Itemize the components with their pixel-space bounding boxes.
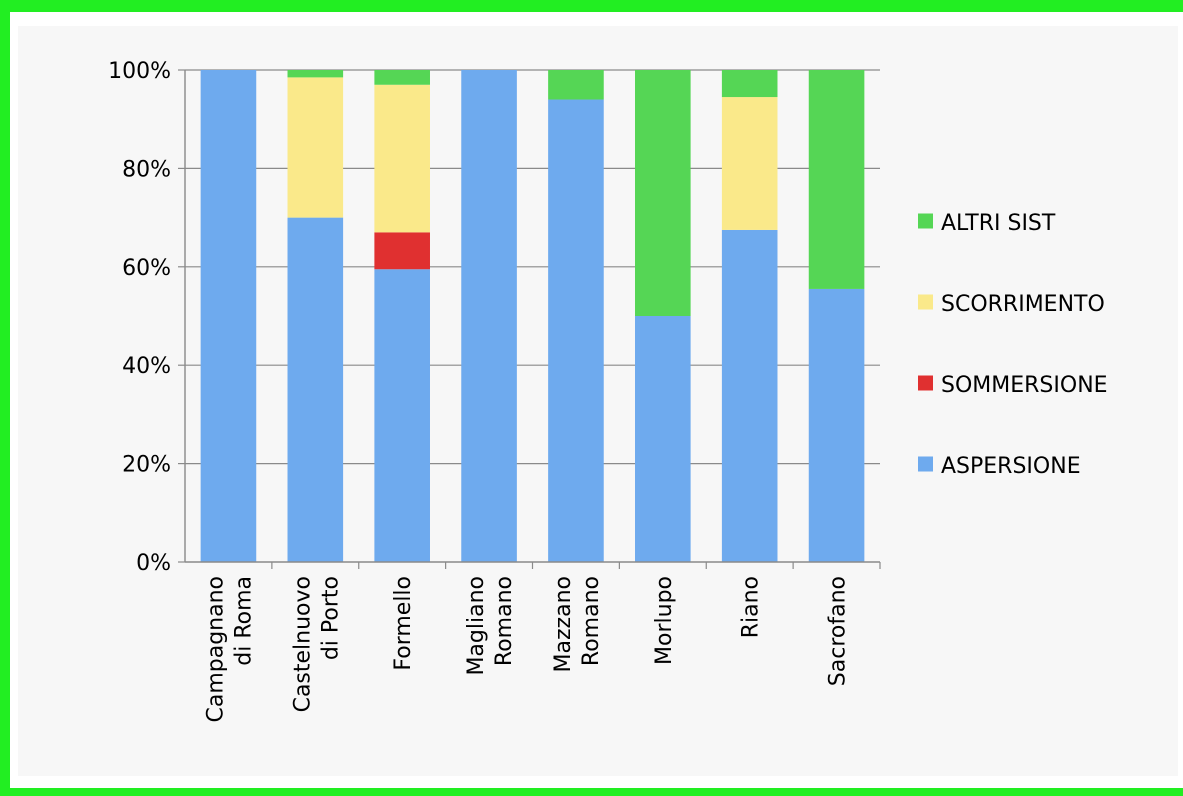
bar-scorrimento xyxy=(287,77,344,218)
bar-aspersione xyxy=(635,316,691,562)
bar-aspersione xyxy=(374,269,430,562)
y-axis-ticks: 0% 20% 40% 60% 80% 100% xyxy=(108,59,171,576)
bar-aspersione xyxy=(200,70,257,562)
y-tick-label: 60% xyxy=(122,256,171,281)
x-category-label: Romano xyxy=(579,576,604,666)
x-category-label: Romano xyxy=(492,576,517,666)
bar-altri-sist xyxy=(287,70,344,78)
legend-label-sommersione: SOMMERSIONE xyxy=(941,373,1108,398)
bar-scorrimento xyxy=(374,84,430,233)
legend-swatch-scorrimento xyxy=(918,294,933,310)
bar-altri-sist xyxy=(808,70,865,289)
axes xyxy=(178,69,881,569)
bar-scorrimento xyxy=(721,97,778,230)
bar-aspersione xyxy=(287,217,344,562)
bar-altri-sist xyxy=(548,70,604,100)
x-category-label: Magliano xyxy=(464,576,489,676)
x-category-label: Morlupo xyxy=(652,576,677,665)
bar-altri-sist xyxy=(721,70,778,98)
x-category-label: Castelnuovo xyxy=(290,576,315,712)
x-category-label: Formello xyxy=(391,576,416,671)
bar-sommersione xyxy=(374,232,430,270)
bar-aspersione xyxy=(808,288,865,562)
legend: ALTRI SIST SCORRIMENTO SOMMERSIONE ASPERSIO… xyxy=(918,211,1108,479)
legend-label-scorrimento: SCORRIMENTO xyxy=(941,292,1105,317)
x-category-label: di Roma xyxy=(231,576,256,666)
y-tick-label: 80% xyxy=(122,157,171,182)
x-category-label: Riano xyxy=(739,576,764,638)
x-category-label: di Porto xyxy=(318,576,343,660)
bar-aspersione xyxy=(461,70,517,562)
x-category-label: Mazzano xyxy=(551,576,576,672)
x-category-label: Campagnano xyxy=(203,576,228,723)
legend-swatch-altri-sist xyxy=(918,213,933,229)
legend-swatch-sommersione xyxy=(918,375,933,391)
legend-label-aspersione: ASPERSIONE xyxy=(941,454,1081,479)
bar-aspersione xyxy=(721,229,778,562)
y-tick-label: 100% xyxy=(108,59,171,84)
y-tick-label: 20% xyxy=(122,453,171,478)
legend-swatch-aspersione xyxy=(918,456,933,472)
y-tick-label: 0% xyxy=(136,551,171,576)
x-axis-labels: Campagnano di Roma Castelnuovo di Porto Form… xyxy=(203,576,850,723)
bar-altri-sist xyxy=(374,70,430,85)
legend-label-altri-sist: ALTRI SIST xyxy=(941,211,1056,236)
bar-altri-sist xyxy=(635,70,691,316)
x-category-label: Sacrofano xyxy=(826,576,851,686)
bar-aspersione xyxy=(548,99,604,563)
bars xyxy=(200,70,865,563)
stacked-bar-chart: 0% 20% 40% 60% 80% 100% Campagnano di Roma Cast… xyxy=(108,59,1108,723)
chart-area: 0% 20% 40% 60% 80% 100% Campagnano di Roma Cast… xyxy=(18,26,1178,776)
y-tick-label: 40% xyxy=(122,354,171,379)
